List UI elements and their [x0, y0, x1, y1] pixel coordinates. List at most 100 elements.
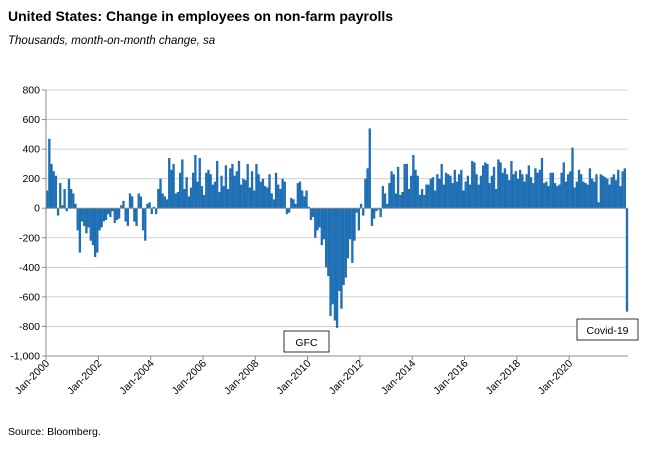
x-tick-label: Jan-2008: [222, 358, 262, 398]
bar: [477, 184, 480, 209]
bar: [325, 208, 328, 268]
bar: [527, 165, 531, 209]
x-tick-label: Jan-2000: [13, 358, 53, 398]
bar: [255, 163, 258, 209]
bar-series: [46, 128, 629, 328]
bar: [205, 172, 208, 209]
bar: [314, 208, 317, 238]
source-note: Source: Bloomberg.: [8, 426, 101, 438]
bar: [189, 187, 193, 209]
bar: [216, 160, 219, 209]
bar: [390, 171, 393, 209]
bar: [257, 174, 260, 209]
bar: [185, 177, 188, 209]
bar: [377, 208, 380, 210]
bar: [93, 208, 97, 257]
gfc-annotation: GFC: [283, 330, 330, 353]
bar: [159, 178, 162, 209]
gfc-annotation-label: GFC: [295, 337, 318, 349]
bar: [100, 208, 103, 228]
bar: [355, 208, 358, 213]
bar: [560, 172, 563, 209]
bar: [357, 208, 361, 231]
bar: [553, 183, 557, 209]
bar: [220, 175, 223, 209]
bar: [497, 159, 500, 209]
bar: [263, 186, 267, 209]
bar: [595, 174, 598, 209]
bar: [481, 165, 485, 209]
bar: [614, 180, 618, 209]
bar: [144, 208, 147, 241]
bar: [573, 187, 576, 209]
bar: [331, 208, 334, 305]
bar: [235, 171, 238, 209]
bar: [619, 186, 622, 209]
y-tick-label: -800: [19, 321, 40, 333]
bar: [457, 174, 461, 209]
bar: [351, 208, 354, 263]
bar: [335, 208, 339, 328]
bar: [115, 208, 119, 221]
bar: [460, 169, 463, 209]
bar: [174, 193, 177, 209]
bar: [194, 155, 197, 209]
bar: [564, 181, 568, 209]
bar: [200, 186, 204, 209]
bar: [126, 208, 129, 226]
x-axis-ticks: Jan-2000 Jan-2002 Jan-2004 Jan-2006 Jan-2008…: [13, 356, 576, 398]
bar: [161, 193, 164, 209]
bar: [542, 183, 546, 209]
bar: [87, 208, 90, 228]
bar: [492, 166, 496, 209]
bar: [549, 172, 552, 209]
bar: [608, 184, 611, 209]
bar: [67, 178, 71, 209]
bar: [279, 189, 282, 209]
bar: [277, 184, 280, 209]
y-tick-label: -200: [19, 232, 40, 244]
bar: [525, 174, 528, 209]
bar: [316, 208, 319, 231]
bar: [516, 178, 520, 209]
bar: [237, 160, 241, 209]
bar: [176, 191, 180, 209]
bar: [436, 174, 439, 209]
bar: [519, 169, 522, 209]
bar: [386, 203, 389, 209]
bar: [403, 163, 406, 209]
bar: [610, 177, 613, 209]
covid-annotation: Covid-19: [576, 318, 639, 341]
bar: [455, 181, 459, 209]
bar: [111, 208, 114, 212]
bar: [113, 208, 116, 223]
bar: [366, 168, 369, 209]
bar: [429, 178, 432, 209]
bar: [353, 208, 356, 241]
bar: [109, 208, 112, 218]
bar: [551, 172, 555, 209]
bar: [529, 177, 533, 209]
x-tick-label: Jan-2014: [379, 358, 419, 398]
bar: [107, 208, 110, 215]
bar: [157, 189, 160, 209]
bar: [233, 175, 236, 209]
bar: [342, 208, 345, 286]
y-tick-label: -600: [19, 291, 40, 303]
bar: [558, 184, 561, 209]
bar: [407, 189, 411, 209]
bar: [63, 189, 66, 209]
bar: [52, 171, 55, 209]
y-tick-label: 800: [22, 85, 40, 97]
bar: [597, 202, 600, 209]
bar: [621, 171, 624, 209]
x-tick-label: Jan-2020: [536, 358, 576, 398]
bar: [538, 169, 541, 209]
bar: [510, 160, 513, 209]
bar: [534, 168, 537, 209]
bar: [479, 175, 483, 209]
bar: [405, 163, 408, 209]
bar: [226, 189, 230, 209]
bar: [392, 174, 395, 209]
